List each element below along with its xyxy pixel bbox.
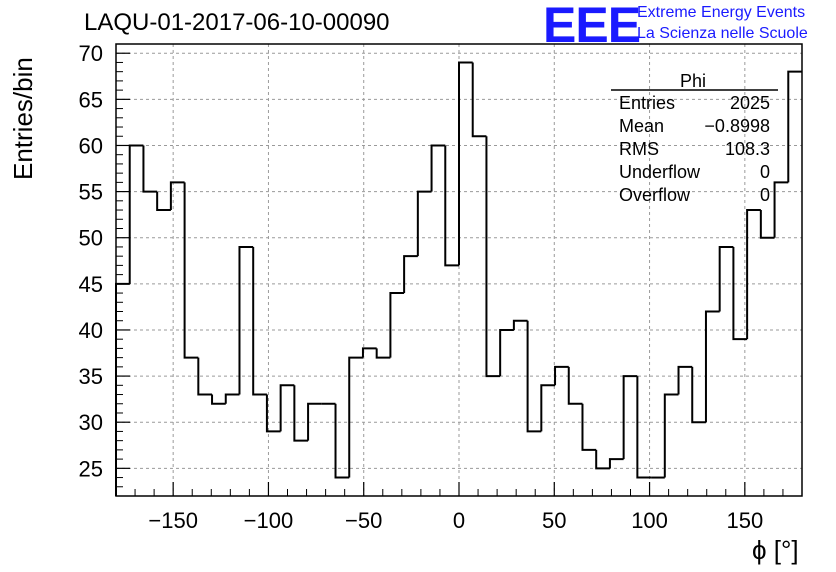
logo-line-2: La Scienza nelle Scuole xyxy=(637,25,808,42)
x-axis-label: ϕ [°] xyxy=(752,535,799,565)
histogram-bin xyxy=(663,393,679,478)
stats-rms-value: 108.3 xyxy=(724,139,770,159)
histogram-bin xyxy=(142,145,158,193)
histogram-bin xyxy=(567,366,583,405)
histogram-bin xyxy=(636,376,652,479)
histogram-bin xyxy=(677,365,693,395)
grid-lines xyxy=(116,44,802,496)
y-tick-label: 65 xyxy=(79,87,103,112)
x-tick-label: 0 xyxy=(453,508,465,533)
histogram-bin xyxy=(307,402,322,441)
histogram-bin xyxy=(334,403,350,479)
stats-entries-value: 2025 xyxy=(729,93,770,113)
y-tick-label: 40 xyxy=(79,318,103,343)
histogram-bin xyxy=(128,144,144,284)
x-tick-label: −50 xyxy=(345,508,382,533)
histogram-bin xyxy=(375,348,391,359)
histogram-bin xyxy=(403,255,418,294)
histogram-bin xyxy=(746,209,761,340)
histogram-bin xyxy=(581,403,597,451)
histogram-bin xyxy=(252,246,267,396)
histogram-bin xyxy=(224,393,240,404)
histogram-bin xyxy=(622,375,638,460)
histogram-bin xyxy=(169,181,185,211)
histogram-bin xyxy=(156,191,171,212)
histogram-bin xyxy=(499,328,514,377)
stats-underflow-value: 0 xyxy=(759,162,770,182)
y-tick-label: 60 xyxy=(79,133,103,158)
logo-line-1: Extreme Energy Events xyxy=(637,4,806,21)
histogram-bin xyxy=(115,282,130,496)
histogram-bin xyxy=(348,356,363,478)
histogram-bin xyxy=(554,365,569,386)
x-tick-label: −100 xyxy=(244,508,294,533)
histogram-bin xyxy=(718,245,734,312)
histogram-bin xyxy=(759,210,775,239)
stats-mean-label: Mean xyxy=(619,116,665,136)
histogram-bin xyxy=(595,449,610,470)
y-tick-label: 45 xyxy=(79,272,103,297)
histogram-bin xyxy=(704,310,720,423)
plot-frame xyxy=(115,43,803,497)
stats-overflow-value: 0 xyxy=(759,185,770,205)
histogram-bin xyxy=(238,245,254,395)
stats-rms-label: RMS xyxy=(619,139,659,159)
x-tick-label: 150 xyxy=(726,508,763,533)
histogram-bin xyxy=(183,182,199,359)
y-tick-label: 70 xyxy=(79,41,103,66)
histogram-bin xyxy=(732,246,748,341)
stats-title: Phi xyxy=(680,71,707,91)
x-tick-label: −150 xyxy=(148,508,198,533)
stats-overflow-label: Overflow xyxy=(619,185,691,205)
histogram-bin xyxy=(444,145,459,267)
histogram-bin xyxy=(197,357,213,396)
x-tick-label: 50 xyxy=(542,508,566,533)
histogram-bin xyxy=(485,136,501,378)
stats-entries-label: Entries xyxy=(619,93,676,113)
y-tick-label: 55 xyxy=(79,180,103,205)
histogram-bin xyxy=(430,144,446,192)
stats-mean-value: −0.8998 xyxy=(704,116,770,136)
histogram-bin xyxy=(265,394,281,433)
histogram-bin xyxy=(691,366,706,424)
histogram-bin xyxy=(416,190,432,257)
histogram-bins xyxy=(115,61,802,496)
y-tick-label: 50 xyxy=(79,226,103,251)
histogram-bin xyxy=(293,385,309,442)
histogram-bin xyxy=(389,292,405,358)
y-tick-label: 30 xyxy=(79,410,103,435)
histogram-bin xyxy=(608,458,624,469)
y-tick-label: 25 xyxy=(79,456,103,481)
histogram-bin xyxy=(361,347,377,358)
histogram-bin xyxy=(471,62,487,138)
histogram-bin xyxy=(512,319,528,330)
histogram-bin xyxy=(526,320,542,433)
histogram-bin xyxy=(773,181,789,238)
axis-ticks xyxy=(116,52,784,496)
histogram-bin xyxy=(540,384,556,432)
histogram-bin xyxy=(787,70,802,183)
chart-title: LAQU-01-2017-06-10-00090 xyxy=(84,9,390,36)
tick-labels: −150 −100 −50 0 50 100 150 25 30 35 40 45 50 55 60 65 70 xyxy=(79,41,764,533)
stats-underflow-label: Underflow xyxy=(619,162,701,182)
eee-logo: EEE xyxy=(543,0,641,53)
histogram-bin xyxy=(211,394,226,405)
x-tick-label: 100 xyxy=(631,508,668,533)
histogram-bin xyxy=(279,384,295,432)
y-tick-label: 35 xyxy=(79,364,103,389)
histogram-bin xyxy=(458,61,473,266)
